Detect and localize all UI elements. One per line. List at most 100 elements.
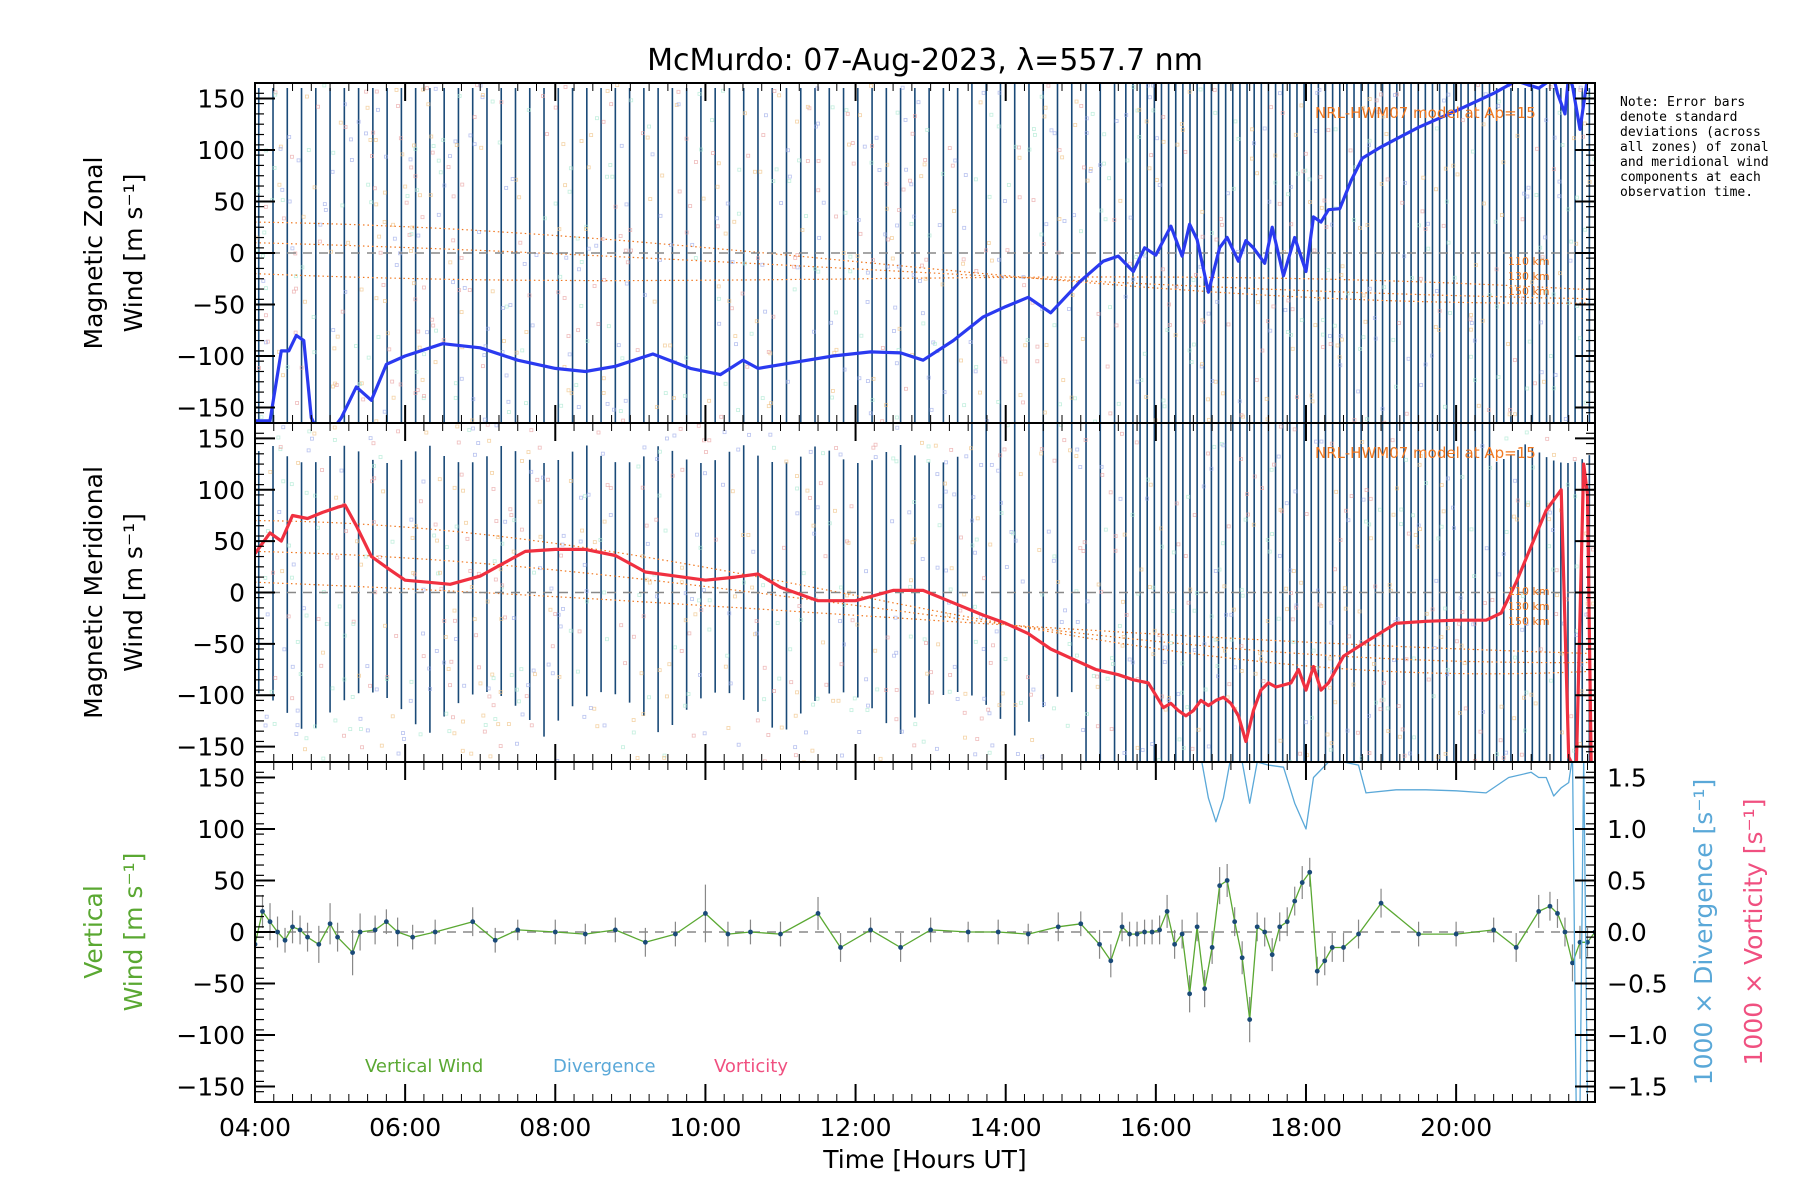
zone-sample-mark [306, 448, 311, 453]
zone-sample-mark [1035, 359, 1040, 364]
zone-sample-mark [817, 235, 822, 240]
zone-sample-mark [1272, 462, 1276, 467]
data-point [327, 921, 333, 927]
zone-sample-mark [1031, 198, 1036, 203]
zone-sample-mark [1026, 675, 1030, 680]
zone-sample-mark [1343, 606, 1348, 611]
zone-sample-mark [480, 93, 485, 97]
zone-sample-mark [648, 197, 653, 201]
zone-sample-mark [462, 285, 467, 290]
zone-sample-mark [1220, 222, 1224, 227]
zone-sample-mark [683, 591, 688, 596]
zone-sample-mark [376, 107, 380, 112]
zone-sample-mark [294, 732, 299, 736]
zone-sample-mark [684, 355, 689, 360]
zone-sample-mark [1291, 569, 1296, 574]
zone-sample-mark [580, 528, 585, 533]
zone-sample-mark [1186, 494, 1191, 499]
zone-sample-mark [723, 231, 728, 236]
zone-sample-mark [1187, 89, 1192, 94]
zone-sample-mark [454, 637, 458, 641]
zone-sample-mark [1276, 616, 1281, 621]
zone-sample-mark [408, 157, 413, 162]
zone-sample-mark [1578, 85, 1583, 90]
zone-sample-mark [1391, 512, 1396, 517]
zone-sample-mark [506, 722, 511, 726]
zone-sample-mark [1497, 572, 1502, 577]
zone-sample-mark [517, 699, 521, 704]
zone-sample-mark [1328, 656, 1333, 661]
model-curve [255, 242, 1588, 300]
zone-sample-mark [1210, 379, 1215, 383]
zone-sample-mark [883, 232, 888, 237]
zone-sample-mark [1363, 319, 1368, 324]
zone-sample-mark [1260, 486, 1265, 490]
data-point [1513, 945, 1519, 950]
zone-sample-mark [1219, 217, 1223, 221]
zone-sample-mark [1379, 181, 1384, 186]
zone-sample-mark [694, 160, 698, 164]
zone-sample-mark [529, 723, 534, 728]
zone-sample-mark [1436, 536, 1441, 541]
zone-sample-mark [850, 618, 855, 623]
zone-sample-mark [303, 299, 307, 304]
zone-sample-mark [1225, 191, 1230, 196]
zone-sample-mark [833, 508, 837, 513]
data-point [305, 934, 310, 940]
zone-sample-mark [866, 703, 870, 708]
zone-sample-mark [1214, 237, 1219, 242]
zone-sample-mark [771, 314, 776, 319]
zone-sample-mark [1000, 356, 1005, 361]
zone-sample-mark [433, 86, 438, 91]
zone-sample-mark [782, 545, 786, 550]
zone-sample-mark [1134, 255, 1138, 260]
zone-sample-mark [1494, 267, 1499, 272]
zone-sample-mark [766, 350, 771, 354]
zone-sample-mark [418, 499, 423, 504]
zone-sample-mark [498, 567, 503, 572]
data-point [1055, 924, 1061, 930]
zone-sample-mark [370, 479, 374, 484]
zone-sample-mark [526, 683, 531, 688]
zone-sample-mark [640, 131, 645, 136]
zone-sample-mark [318, 222, 323, 227]
y2-axis-label-divergence: 1000 × Divergence [s⁻¹] [1689, 779, 1718, 1086]
zone-sample-mark [701, 196, 706, 201]
zone-sample-mark [885, 162, 890, 167]
zone-sample-mark [1099, 208, 1104, 213]
zone-sample-mark [1186, 600, 1191, 605]
zone-sample-mark [1462, 661, 1467, 666]
zone-sample-mark [444, 545, 449, 549]
zone-sample-mark [1179, 122, 1184, 126]
zone-sample-mark [452, 485, 457, 490]
zone-sample-mark [644, 523, 649, 528]
zone-sample-mark [1121, 599, 1125, 604]
zone-sample-mark [394, 634, 399, 638]
zone-sample-mark [1488, 465, 1493, 470]
zone-sample-mark [1526, 500, 1531, 505]
zone-sample-mark [1191, 278, 1196, 282]
zone-sample-mark [296, 460, 301, 465]
zone-sample-mark [1381, 114, 1386, 119]
zone-sample-mark [477, 230, 482, 234]
zone-sample-mark [1108, 305, 1112, 310]
zone-sample-mark [962, 225, 967, 230]
zone-sample-mark [1508, 408, 1513, 412]
zone-sample-mark [1052, 323, 1057, 328]
zone-sample-mark [316, 525, 320, 530]
zone-sample-mark [482, 729, 487, 734]
zone-sample-mark [812, 329, 816, 334]
zone-sample-mark [896, 264, 901, 269]
zone-sample-mark [1577, 336, 1582, 341]
zone-sample-mark [446, 165, 451, 170]
zone-sample-mark [1325, 268, 1330, 272]
zone-sample-mark [831, 698, 836, 703]
zone-sample-mark [368, 683, 373, 688]
zone-sample-mark [1423, 362, 1428, 367]
zone-sample-mark [483, 723, 488, 727]
zone-sample-mark [978, 100, 983, 105]
zone-sample-mark [851, 161, 856, 166]
zone-sample-mark [892, 653, 896, 658]
zone-sample-mark [566, 334, 571, 338]
zone-sample-mark [530, 323, 535, 328]
